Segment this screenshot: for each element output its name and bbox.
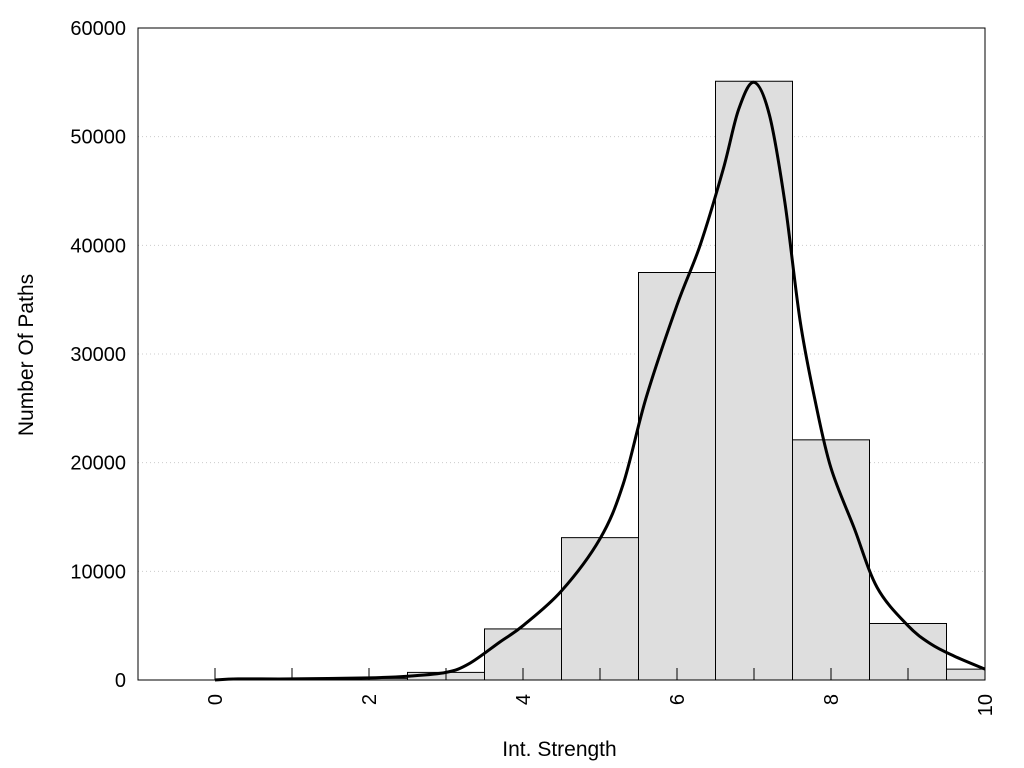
histogram-bar <box>946 668 986 681</box>
density-curve-layer <box>214 80 986 682</box>
y-tick-label: 60000 <box>70 18 126 40</box>
x-tick-label: 6 <box>667 694 689 705</box>
histogram-bars <box>330 80 986 681</box>
x-tick-label: 8 <box>821 694 843 705</box>
histogram-bar <box>792 439 870 681</box>
y-tick-label: 10000 <box>70 561 126 583</box>
histogram-bar <box>715 80 793 681</box>
y-tick-label: 50000 <box>70 127 126 149</box>
density-curve <box>214 80 986 682</box>
y-tick-label: 40000 <box>70 235 126 257</box>
x-axis-title: Int. Strength <box>502 738 616 761</box>
x-tick-label: 4 <box>513 694 535 705</box>
plot-frame <box>137 27 986 681</box>
axis-ticks: 0 10000 20000 30000 40000 50000 60000 0 2 4 6 8 10 <box>70 18 997 716</box>
y-tick-label: 20000 <box>70 453 126 475</box>
y-tick-label: 0 <box>115 670 126 692</box>
x-tick-label: 2 <box>359 694 381 705</box>
histogram-bar <box>561 537 639 681</box>
y-axis-title: Number Of Paths <box>15 274 38 436</box>
x-tick-label: 10 <box>975 694 997 716</box>
y-tick-label: 30000 <box>70 344 126 366</box>
histogram-bar <box>638 272 716 681</box>
x-tick-label: 0 <box>205 694 227 705</box>
